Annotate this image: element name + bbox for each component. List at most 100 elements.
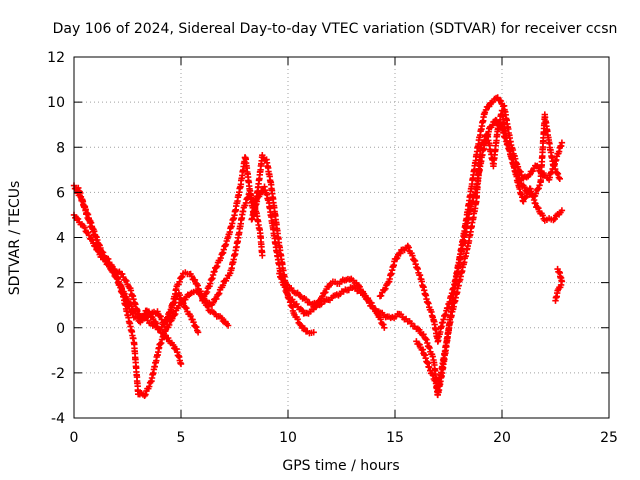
- data-point: [180, 300, 187, 307]
- data-point: [105, 255, 112, 263]
- data-point: [259, 152, 266, 159]
- data-point: [489, 122, 496, 129]
- data-point: [216, 290, 223, 297]
- x-tick-label: 0: [70, 430, 79, 446]
- data-point: [204, 303, 212, 310]
- x-tick-label: 15: [386, 430, 404, 446]
- data-point: [294, 316, 301, 323]
- data-point: [513, 169, 520, 176]
- data-point: [171, 299, 178, 306]
- data-point: [259, 252, 266, 259]
- data-point: [558, 278, 566, 285]
- data-point: [377, 292, 385, 299]
- data-point: [199, 297, 206, 304]
- data-point: [539, 212, 546, 219]
- data-point: [213, 264, 220, 271]
- data-point: [73, 214, 80, 222]
- x-tick-label: 5: [177, 430, 186, 446]
- data-point: [552, 297, 559, 304]
- data-point: [534, 204, 541, 211]
- y-tick-label: -4: [51, 411, 65, 427]
- data-point: [119, 270, 126, 278]
- data-point: [523, 188, 530, 195]
- data-point: [551, 162, 558, 170]
- data-point: [122, 276, 129, 284]
- data-point: [310, 329, 317, 336]
- data-point: [377, 316, 384, 323]
- data-point: [529, 167, 537, 175]
- data-point: [85, 232, 93, 239]
- data-point: [191, 276, 199, 284]
- data-point: [313, 302, 321, 309]
- data-point: [146, 383, 153, 390]
- data-point: [382, 285, 389, 292]
- data-point: [532, 190, 540, 197]
- data-point: [380, 321, 387, 328]
- data-point: [526, 171, 533, 178]
- data-point: [209, 299, 217, 306]
- data-point: [397, 250, 404, 257]
- data-point: [176, 291, 183, 299]
- series-satellite-pass-10: [552, 265, 566, 304]
- data-point: [420, 331, 427, 338]
- data-point: [215, 291, 222, 298]
- data-point: [536, 182, 543, 189]
- data-point: [92, 243, 99, 250]
- data-point: [381, 324, 388, 331]
- data-point: [154, 308, 161, 315]
- data-point: [405, 244, 412, 251]
- data-point: [213, 295, 220, 303]
- data-point: [141, 392, 148, 399]
- data-point: [558, 207, 566, 214]
- data-point: [522, 194, 529, 201]
- data-point: [219, 282, 227, 289]
- data-point: [556, 175, 563, 182]
- data-point: [165, 334, 172, 342]
- data-point: [187, 312, 194, 320]
- data-series: [70, 94, 566, 399]
- data-point: [514, 163, 522, 170]
- data-point: [169, 341, 177, 349]
- data-point: [182, 304, 189, 311]
- data-point: [177, 360, 185, 368]
- data-point: [535, 185, 542, 192]
- data-point: [392, 255, 400, 263]
- data-point: [217, 254, 224, 262]
- data-point: [424, 339, 431, 347]
- data-point: [381, 286, 388, 294]
- axes: -4 -2 0 2 4 6 8 10 12 0 5 10 15 20 25: [47, 50, 618, 446]
- y-tick-label: 0: [56, 321, 65, 337]
- chart-title: Day 106 of 2024, Sidereal Day-to-day VTE…: [53, 21, 618, 37]
- data-point: [496, 122, 504, 129]
- data-point: [516, 175, 523, 183]
- data-point: [194, 282, 201, 289]
- data-point: [356, 283, 363, 290]
- series-satellite-pass-6: [248, 183, 388, 331]
- data-point: [200, 296, 207, 304]
- data-point: [94, 246, 101, 254]
- data-point: [125, 302, 132, 310]
- data-point: [555, 174, 563, 181]
- data-point: [157, 313, 164, 320]
- data-point: [361, 292, 369, 299]
- series-satellite-pass-4: [92, 243, 202, 336]
- data-point: [95, 247, 102, 255]
- data-point: [416, 326, 423, 333]
- y-tick-label: 6: [56, 185, 65, 201]
- data-point: [190, 319, 197, 326]
- data-point: [319, 293, 326, 300]
- data-point: [109, 263, 116, 270]
- data-point: [81, 224, 88, 231]
- data-point: [393, 254, 401, 262]
- data-point: [142, 391, 149, 398]
- y-axis-title: SDTVAR / TECUs: [7, 181, 23, 296]
- data-point: [176, 278, 183, 285]
- x-axis-title: GPS time / hours: [282, 458, 399, 474]
- data-point: [365, 296, 372, 304]
- data-point: [553, 169, 561, 176]
- series-satellite-pass-8: [376, 94, 566, 345]
- series-satellite-pass-2: [70, 190, 266, 399]
- data-point: [517, 177, 524, 184]
- data-point: [203, 288, 211, 296]
- data-point: [128, 309, 135, 316]
